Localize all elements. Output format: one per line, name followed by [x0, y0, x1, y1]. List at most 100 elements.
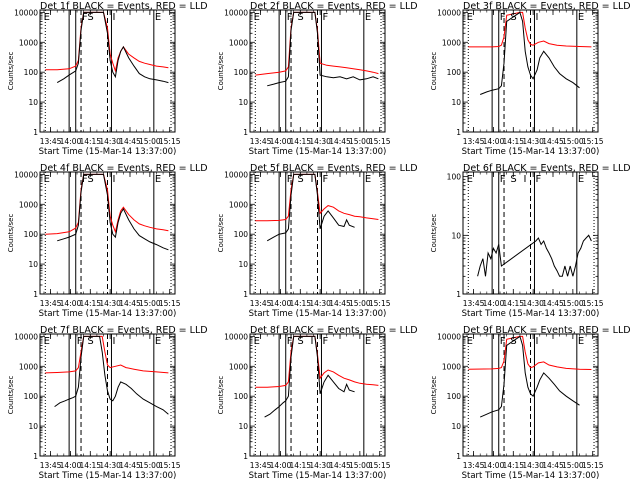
x-tick-label: 14:45: [119, 137, 141, 146]
y-tick-label: 1000: [442, 38, 461, 47]
interval-label: S: [297, 12, 303, 23]
x-tick-label: 14:15: [502, 461, 524, 470]
y-tick-label: 1: [33, 128, 38, 137]
y-tick-label: 100: [447, 68, 462, 77]
x-tick-label: 15:15: [369, 461, 391, 470]
plot-frame: [39, 9, 176, 133]
interval-label: S: [297, 174, 303, 185]
x-tick-label: 15:00: [349, 299, 371, 308]
panel-title: Det 4f BLACK = Events, RED = LLD: [40, 163, 208, 174]
series-group: [468, 335, 592, 418]
panel-title: Det 8f BLACK = Events, RED = LLD: [250, 325, 418, 336]
x-tick-label: 14:30: [309, 299, 331, 308]
x-tick-label: 14:15: [79, 299, 101, 308]
x-tick-label: 13:45: [250, 137, 272, 146]
x-axis-label: Start Time (15-Mar-14 13:37:00): [462, 147, 600, 157]
y-tick-label: 1: [456, 290, 461, 299]
y-tick-label: 100: [234, 392, 249, 401]
x-tick-label: 14:45: [119, 461, 141, 470]
x-tick-label: 14:30: [99, 461, 121, 470]
plot-frame: [39, 333, 176, 457]
x-tick-label: 14:00: [270, 137, 292, 146]
x-tick-label: 14:00: [483, 137, 505, 146]
interval-label: F: [322, 12, 328, 23]
interval-label: E: [44, 12, 50, 23]
events-series-line: [479, 335, 580, 418]
interval-label: S: [510, 336, 516, 347]
x-tick-label: 15:15: [159, 137, 181, 146]
interval-label: S: [510, 12, 516, 23]
interval-label: I: [524, 174, 527, 185]
interval-label: F: [82, 12, 88, 23]
x-tick-label: 15:15: [582, 137, 604, 146]
series-group: [468, 11, 592, 95]
x-tick-label: 14:00: [60, 461, 82, 470]
y-tick-label: 100: [447, 392, 462, 401]
panel-title: Det 3f BLACK = Events, RED = LLD: [463, 1, 631, 12]
interval-label: F: [287, 336, 293, 347]
x-tick-label: 15:15: [582, 299, 604, 308]
series-group: [255, 335, 379, 418]
y-axis-label: Counts/sec: [217, 376, 225, 415]
interval-label: E: [365, 174, 371, 185]
panel-title: Det 2f BLACK = Events, RED = LLD: [250, 1, 418, 12]
x-tick-label: 13:45: [40, 299, 62, 308]
x-axis-label: Start Time (15-Mar-14 13:37:00): [249, 147, 387, 157]
y-axis-label: Counts/sec: [7, 52, 15, 91]
series-group: [45, 11, 169, 84]
interval-label: E: [467, 336, 473, 347]
y-tick-label: 10000: [437, 332, 461, 341]
interval-label: I: [311, 336, 314, 347]
y-axis-label: Counts/sec: [217, 214, 225, 253]
interval-label: E: [44, 174, 50, 185]
events-series-line: [56, 11, 169, 84]
y-tick-label: 1000: [229, 362, 248, 371]
interval-label: E: [155, 12, 161, 23]
y-axis-label: Counts/sec: [217, 52, 225, 91]
y-tick-label: 10000: [14, 332, 38, 341]
y-axis-label: Counts/sec: [430, 52, 438, 91]
x-axis-label: Start Time (15-Mar-14 13:37:00): [39, 471, 177, 480]
series-group: [255, 11, 379, 87]
y-tick-label: 1000: [19, 38, 38, 47]
x-tick-label: 13:45: [463, 137, 485, 146]
y-tick-label: 1: [243, 290, 248, 299]
x-tick-label: 13:45: [40, 137, 62, 146]
plot-frame: [462, 9, 599, 133]
y-tick-label: 10: [451, 98, 461, 107]
interval-label: E: [365, 12, 371, 23]
x-axis-label: Start Time (15-Mar-14 13:37:00): [249, 309, 387, 319]
y-tick-label: 10: [451, 231, 461, 240]
x-tick-label: 14:15: [502, 299, 524, 308]
plot-frame: [249, 333, 386, 457]
interval-label: I: [112, 174, 115, 185]
y-tick-label: 1: [456, 128, 461, 137]
lld-series-line: [45, 335, 169, 374]
x-tick-label: 14:45: [542, 461, 564, 470]
x-tick-label: 15:15: [369, 299, 391, 308]
y-tick-label: 10000: [14, 170, 38, 179]
interval-label: S: [87, 336, 93, 347]
events-series-line: [267, 11, 379, 87]
y-tick-label: 1000: [19, 200, 38, 209]
interval-label: F: [500, 12, 506, 23]
x-axis-label: Start Time (15-Mar-14 13:37:00): [39, 309, 177, 319]
x-tick-label: 14:00: [483, 461, 505, 470]
y-tick-label: 10: [28, 98, 38, 107]
x-tick-label: 15:00: [139, 137, 161, 146]
x-tick-label: 14:45: [119, 299, 141, 308]
interval-label: E: [254, 336, 260, 347]
y-tick-label: 10000: [437, 8, 461, 17]
x-tick-label: 13:45: [463, 461, 485, 470]
x-tick-label: 15:15: [159, 461, 181, 470]
interval-label: F: [82, 174, 88, 185]
interval-label: E: [578, 336, 584, 347]
interval-label: S: [510, 174, 516, 185]
y-tick-label: 100: [234, 230, 249, 239]
y-tick-label: 100: [24, 230, 39, 239]
x-tick-label: 15:00: [562, 461, 584, 470]
interval-label: E: [254, 174, 260, 185]
